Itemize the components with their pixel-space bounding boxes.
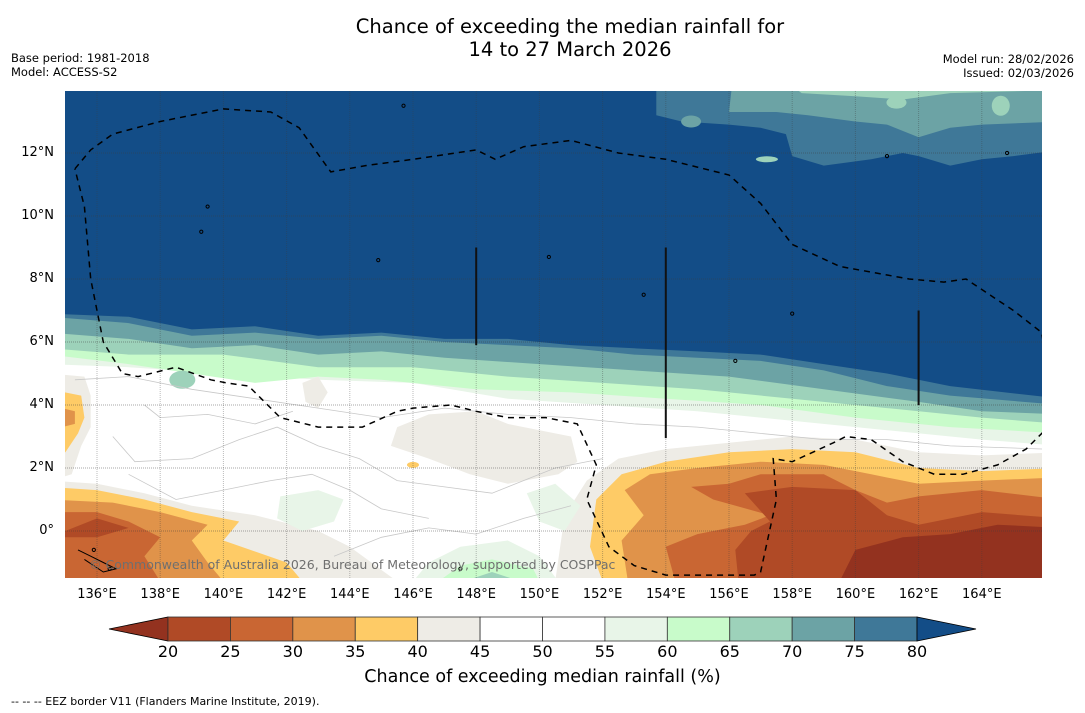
contour-line — [333, 505, 572, 557]
longitude-tick-label: 162°E — [898, 587, 939, 602]
island-outline — [884, 154, 890, 159]
longitude-tick-label: 138°E — [140, 587, 180, 602]
colorbar-tick-label: 25 — [220, 642, 241, 661]
colorbar-tick-label: 35 — [345, 642, 366, 661]
eez-legend-footnote: -- -- -- EEZ border V11 (Flanders Marine… — [11, 695, 320, 708]
latitude-tick-label: 6°N — [29, 334, 55, 349]
patch-55-60 — [277, 490, 344, 531]
issued-date: Issued: 02/03/2026 — [963, 66, 1074, 80]
map-features — [74, 103, 1042, 576]
longitude-tick-label: 158°E — [772, 587, 812, 602]
latitude-tick-label: 0° — [39, 523, 54, 538]
latitude-tick-label: 12°N — [21, 145, 54, 160]
colorbar-tick-label: 65 — [719, 642, 740, 661]
colorbar-tick-label: 45 — [469, 642, 491, 661]
island-outline — [733, 358, 738, 363]
colorbar-tick-label: 55 — [594, 642, 616, 661]
contour-line — [74, 376, 1042, 450]
run-info: Model run: 28/02/2026 Issued: 02/03/2026 — [943, 52, 1074, 80]
contour-line — [112, 426, 603, 494]
island-outline — [401, 103, 406, 108]
longitude-tick-label: 160°E — [835, 587, 876, 602]
colorbar-tick-label: 70 — [781, 642, 803, 661]
colorbar-tick-label: 30 — [282, 642, 303, 661]
longitude-tick-label: 142°E — [266, 587, 307, 602]
colorbar-tick-label: 75 — [844, 642, 865, 661]
colorbar-tick-label: 50 — [532, 642, 553, 661]
model-info: Base period: 1981-2018 Model: ACCESS-S2 — [11, 51, 150, 79]
patch-55-60 — [526, 483, 581, 531]
latitude-tick-label: 4°N — [29, 397, 55, 412]
model-name: Model: ACCESS-S2 — [11, 65, 118, 79]
longitude-tick-label: 150°E — [519, 587, 560, 602]
eez-border — [74, 108, 1042, 576]
longitude-tick-label: 146°E — [393, 587, 433, 602]
colorbar-tick-label: 20 — [157, 642, 179, 661]
colorbar-tick-label: 40 — [407, 642, 428, 661]
longitude-tick-label: 144°E — [330, 587, 370, 602]
region-below-20-se — [841, 524, 1042, 578]
copyright-notice: © Commonwealth of Australia 2026, Bureau… — [89, 557, 616, 572]
latitude-tick-label: 10°N — [21, 208, 54, 223]
longitude-tick-label: 152°E — [582, 587, 623, 602]
patch-40-45-small — [302, 376, 328, 409]
island-outline — [546, 254, 551, 260]
latitude-tick-label: 8°N — [29, 271, 55, 286]
title-line-1: Chance of exceeding the median rainfall … — [355, 15, 785, 38]
region-20-25-sw — [65, 518, 129, 538]
island-outline — [199, 229, 204, 234]
patch-70-75-north — [729, 91, 1042, 138]
base-period: Base period: 1981-2018 — [11, 51, 150, 65]
island-outline — [790, 311, 795, 316]
patch-65-70-small — [755, 156, 778, 163]
island-outline — [91, 547, 96, 553]
contour-line — [128, 473, 429, 519]
model-run: Model run: 28/02/2026 — [942, 52, 1074, 66]
patch-60-65-south — [443, 559, 538, 578]
island-outline — [1004, 150, 1010, 156]
patch-70-75-small — [681, 115, 702, 128]
patch-65-70-south — [473, 572, 511, 578]
title-line-2: 14 to 27 March 2026 — [468, 38, 672, 61]
longitude-tick-label: 154°E — [646, 587, 686, 602]
coastline — [77, 549, 118, 573]
island-outline — [641, 292, 646, 297]
patch-65-70-small — [991, 95, 1010, 116]
colorbar-tick-label: 60 — [657, 642, 678, 661]
longitude-tick-label: 148°E — [456, 587, 496, 602]
graticule — [65, 91, 1042, 578]
region-30-35-w — [65, 408, 75, 427]
patch-65-70-west — [169, 370, 196, 389]
patch-35-40-central — [407, 461, 419, 468]
island-outline — [205, 204, 210, 209]
patch-65-70-north — [798, 91, 1026, 100]
patch-65-70-small — [886, 96, 907, 109]
band-over-80 — [65, 91, 1042, 397]
colorbar-tick-label: 80 — [906, 642, 928, 661]
longitude-tick-label: 136°E — [77, 587, 117, 602]
probability-field — [65, 91, 1042, 578]
longitude-tick-label: 164°E — [962, 587, 1002, 602]
chart-title: Chance of exceeding the median rainfall … — [0, 15, 1085, 61]
colorbar-label: Chance of exceeding median rainfall (%) — [364, 667, 721, 687]
longitude-tick-label: 140°E — [203, 587, 244, 602]
latitude-tick-label: 2°N — [29, 460, 55, 475]
contour-line — [144, 404, 294, 425]
island-outline — [376, 258, 381, 263]
longitude-tick-label: 156°E — [709, 587, 749, 602]
island-outline — [458, 566, 463, 571]
patch-40-45-central — [390, 411, 578, 484]
